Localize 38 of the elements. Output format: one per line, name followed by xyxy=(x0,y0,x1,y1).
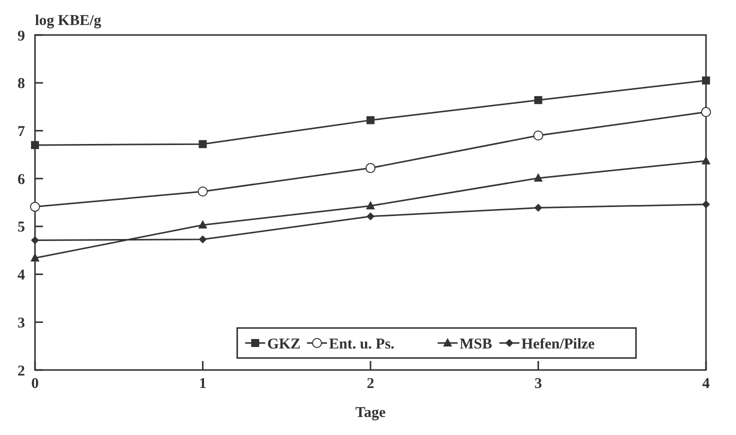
x-tick-label: 3 xyxy=(534,376,542,392)
point xyxy=(366,163,376,174)
point xyxy=(198,186,208,196)
point xyxy=(366,116,374,124)
legend-label: Hefen/Pilze xyxy=(521,336,596,352)
y-tick-label: 5 xyxy=(18,220,25,236)
y-tick-label: 8 xyxy=(18,76,25,92)
y-tick-label: 6 xyxy=(18,172,26,188)
point xyxy=(198,140,207,148)
y-axis-title: log KBE/g xyxy=(35,13,102,29)
point xyxy=(533,130,544,140)
x-tick-label: 0 xyxy=(31,376,39,392)
x-axis-title: Tage xyxy=(355,405,386,421)
legend-label: MSB xyxy=(460,336,492,352)
point xyxy=(30,253,40,262)
point xyxy=(701,107,711,118)
point xyxy=(31,236,39,244)
x-tick-label: 1 xyxy=(199,376,206,392)
y-tick-label: 9 xyxy=(18,28,25,44)
point xyxy=(198,235,207,244)
point xyxy=(702,76,710,84)
y-tick-label: 4 xyxy=(18,268,26,284)
point xyxy=(702,200,710,208)
point xyxy=(31,141,39,150)
point xyxy=(534,96,542,104)
y-tick-label: 3 xyxy=(18,315,25,332)
y-tick-label: 2 xyxy=(18,363,25,380)
point xyxy=(198,220,208,228)
x-tick-label: 2 xyxy=(366,376,374,392)
point xyxy=(366,212,374,220)
y-tick-label: 7 xyxy=(18,124,26,140)
x-tick-label: 4 xyxy=(702,376,710,392)
point xyxy=(534,173,543,182)
legend-label: Ent. u. Ps. xyxy=(329,336,395,352)
legend-label: GKZ xyxy=(267,336,301,352)
point xyxy=(30,202,40,212)
point xyxy=(366,200,375,210)
point xyxy=(534,204,542,212)
